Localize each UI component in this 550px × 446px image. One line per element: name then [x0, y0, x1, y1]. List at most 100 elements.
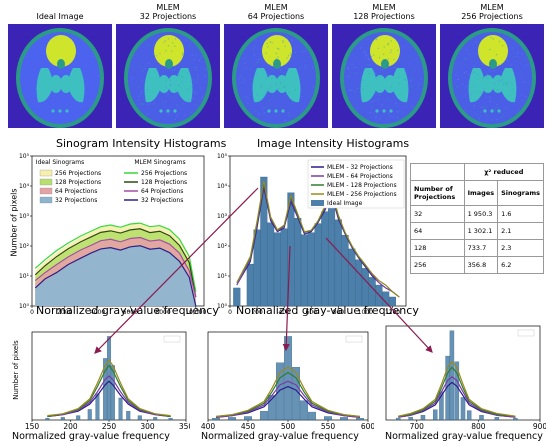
table-group-header: χ² reduced [463, 163, 545, 181]
x-tick-label: 450 [241, 422, 256, 431]
y-tick-label: 10⁵ [19, 153, 30, 160]
ideal-image-bar [294, 217, 302, 307]
y-tick-label: 10⁴ [217, 183, 228, 190]
legend-label: Ideal Image [327, 200, 363, 207]
mlem-image-series [398, 381, 516, 418]
legend-label: 128 Projections [55, 179, 101, 186]
legend-box [163, 335, 181, 343]
x-tick-label: 2000 [57, 309, 72, 316]
x-tick-label: 150 [25, 422, 40, 431]
ideal-image-bar [168, 418, 173, 421]
legend-label: 256 Projections [141, 170, 187, 177]
ideal-image-bar [307, 232, 315, 307]
x-tick-label: 400 [201, 422, 216, 431]
sinogram-chart-title: Sinogram Intensity Histograms [56, 137, 227, 150]
ideal-image-bar [307, 411, 316, 421]
ideal-image-bar [283, 336, 292, 421]
legend-label: MLEM - 128 Projections [327, 182, 397, 189]
ideal-image-bar [299, 400, 308, 421]
ideal-image-bar [95, 393, 100, 421]
mlem-image-series [47, 364, 171, 418]
x-tick-label: 0 [228, 309, 232, 316]
ideal-image-bar [246, 263, 254, 307]
ideal-image-bar [273, 232, 281, 307]
legend-label: MLEM - 256 Projections [327, 191, 397, 198]
recon-panel-title: MLEM 256 Projections [440, 3, 544, 21]
ideal-image-bar [420, 415, 426, 421]
ideal-image-bar [408, 416, 413, 421]
mlem-image-series [398, 375, 516, 418]
table-cell: 128 [410, 239, 465, 257]
legend-label: 256 Projections [55, 170, 101, 177]
y-tick-label: 10⁵ [217, 153, 228, 160]
ideal-image-bar [513, 417, 518, 421]
y-tick-label: 10² [217, 243, 228, 250]
legend-box [345, 335, 363, 343]
x-tick-label: 250 [102, 422, 117, 431]
ideal-image-bar [106, 336, 112, 421]
legend-swatch [39, 187, 53, 195]
ideal-image-bar [466, 410, 472, 421]
legend-label: 32 Projections [55, 197, 97, 204]
ideal-image-bar [267, 222, 275, 307]
y-tick-label: 10⁴ [19, 183, 30, 190]
x-tick-label: 200 [63, 422, 78, 431]
ideal-image-bar [361, 268, 369, 307]
legend-swatch [39, 196, 53, 204]
mlem-image-series [47, 375, 171, 418]
recon-panel-title: MLEM 64 Projections [224, 3, 328, 21]
zoom-y-axis-label: Number of pixels [11, 340, 20, 400]
recon-phantom-image [116, 24, 220, 128]
y-tick-label: 10⁰ [217, 303, 228, 310]
y-tick-label: 10² [19, 243, 30, 250]
ideal-image-bar [323, 416, 332, 421]
zoom-peak-500-chart: 400 450 500 550 600 [201, 331, 374, 431]
table-cell: 1 950.3 [463, 205, 499, 223]
table-cell: 2.3 [497, 239, 544, 257]
recon-phantom-image [224, 24, 328, 128]
legend-swatch [39, 178, 53, 186]
x-tick-label: 800 [471, 422, 486, 431]
recon-phantom-image [440, 24, 544, 128]
legend-label: 128 Projections [141, 179, 187, 186]
ideal-image-bar [118, 397, 123, 421]
zoom1-x-axis-label: Normalized gray-value frequency [12, 431, 170, 442]
ideal-image-bar [460, 397, 466, 421]
y-tick-label: 10³ [19, 213, 30, 220]
legend-swatch [39, 169, 53, 177]
ideal-image-bar [445, 355, 450, 421]
ideal-image-bar [76, 415, 81, 421]
recon-panel-title-line2: 64 Projections [247, 12, 305, 21]
mlem-image-series [215, 380, 361, 418]
ideal-image-bar [126, 410, 131, 421]
mlem-image-series [215, 371, 361, 418]
recon-panel-title: MLEM 32 Projections [116, 3, 220, 21]
x-tick-label: 300 [140, 422, 155, 431]
image-hist-x-axis-label: Normalized gray-value frequency [236, 304, 419, 317]
table-corner [410, 163, 465, 181]
ideal-image-bar [341, 234, 349, 307]
table-cell: 6.2 [497, 256, 544, 274]
y-tick-label: 10¹ [19, 273, 30, 280]
table-cell: 733.7 [463, 239, 499, 257]
table-row: 32 1 950.3 1.6 [410, 205, 544, 223]
table-row: 128 733.7 2.3 [410, 239, 544, 257]
ideal-image-bar [375, 284, 383, 307]
image-hist-chart-title: Image Intensity Histograms [257, 137, 410, 150]
y-tick-label: 10¹ [217, 273, 228, 280]
legend-box [517, 329, 535, 337]
ideal-image-bar [479, 415, 484, 421]
ideal-image-bar [314, 223, 322, 307]
ideal-image-bar [211, 418, 220, 421]
ideal-image-bar [137, 415, 142, 421]
x-tick-label: 600 [361, 422, 374, 431]
mlem-image-series [215, 385, 361, 418]
ideal-image-bar [321, 211, 329, 307]
ideal-image-bar [355, 418, 364, 421]
mlem-image-series [47, 380, 171, 418]
ideal-image-bar [396, 417, 401, 421]
zoom-peak-750-chart: 700 800 900 [385, 325, 546, 431]
recon-panel-title-line1: MLEM [480, 3, 504, 12]
table-cell: 64 [410, 222, 465, 240]
x-tick-label: 350 [179, 422, 190, 431]
